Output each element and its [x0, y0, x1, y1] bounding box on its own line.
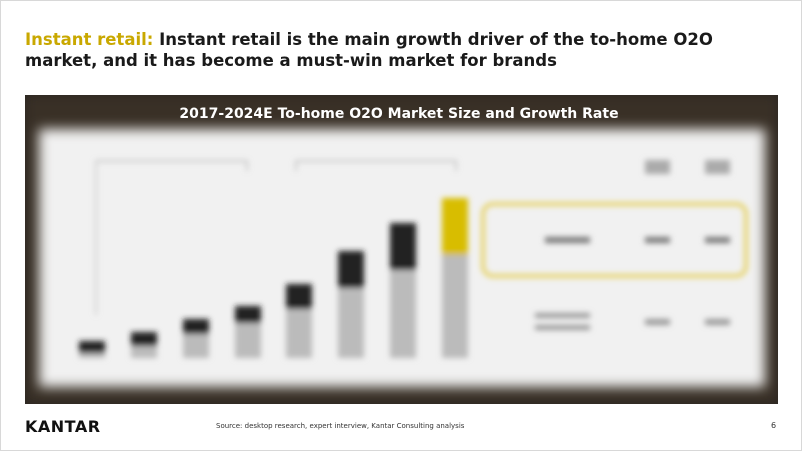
- title-highlight: Instant retail:: [25, 30, 154, 49]
- figure: 2017-2024E To-home O2O Market Size and G…: [25, 95, 778, 404]
- slide-title: Instant retail: Instant retail is the ma…: [25, 29, 785, 71]
- source-note: Source: desktop research, expert intervi…: [216, 422, 465, 430]
- figure-title: 2017-2024E To-home O2O Market Size and G…: [179, 106, 618, 122]
- logo: KANTAR: [25, 417, 101, 436]
- page-number: 6: [771, 421, 777, 430]
- title-text: Instant retail is the main growth driver…: [25, 30, 713, 70]
- blurred-chart: [79, 160, 748, 358]
